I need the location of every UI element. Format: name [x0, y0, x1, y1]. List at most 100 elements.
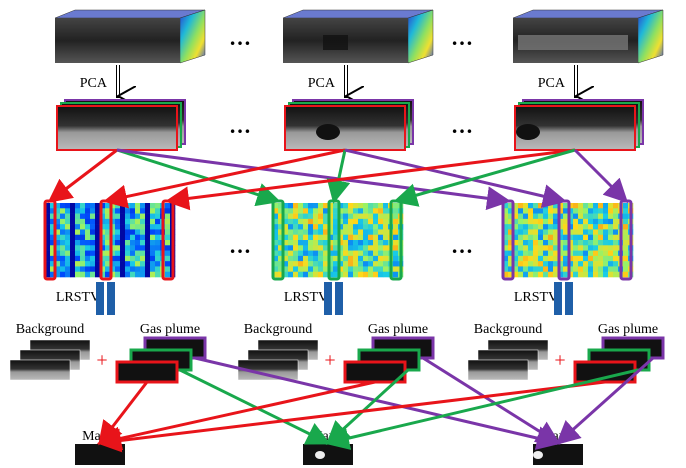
matrix-cell: [313, 240, 318, 246]
ellipsis: …: [229, 233, 251, 258]
matrix-cell: [70, 229, 75, 235]
matrix-cell: [135, 203, 140, 209]
matrix-cell: [135, 219, 140, 225]
matrix-cell: [363, 208, 368, 214]
matrix-cell: [373, 214, 378, 220]
matrix-cell: [543, 219, 548, 225]
matrix-cell: [298, 214, 303, 220]
matrix-cell: [353, 214, 358, 220]
matrix-cell: [125, 240, 130, 246]
matrix-cell: [90, 203, 95, 209]
matrix-cell: [573, 203, 578, 209]
matrix-cell: [353, 245, 358, 251]
matrix-cell: [598, 214, 603, 220]
matrix-cell: [130, 256, 135, 262]
matrix-cell: [593, 240, 598, 246]
matrix-cell: [533, 245, 538, 251]
matrix-cell: [608, 261, 613, 267]
matrix-cell: [518, 251, 523, 257]
matrix-cell: [80, 229, 85, 235]
matrix-cell: [90, 214, 95, 220]
matrix-cell: [383, 251, 388, 257]
matrix-cell: [543, 272, 548, 278]
matrix-cell: [368, 235, 373, 241]
matrix-cell: [368, 261, 373, 267]
matrix-cell: [348, 245, 353, 251]
matrix-cell: [593, 261, 598, 267]
matrix-cell: [548, 235, 553, 241]
matrix-cell: [393, 208, 398, 214]
matrix-cell: [383, 266, 388, 272]
matrix-cell: [130, 251, 135, 257]
matrix-cell: [348, 208, 353, 214]
matrix-cell: [65, 214, 70, 220]
matrix-cell: [318, 214, 323, 220]
matrix-cell: [308, 224, 313, 230]
matrix-cell: [298, 245, 303, 251]
matrix-cell: [298, 208, 303, 214]
matrix-cell: [523, 203, 528, 209]
matrix-cell: [308, 240, 313, 246]
matrix-cell: [348, 266, 353, 272]
matrix-cell: [140, 266, 145, 272]
matrix-cell: [608, 208, 613, 214]
matrix-cell: [135, 266, 140, 272]
matrix-cell: [613, 203, 618, 209]
lrstv-bar: [554, 282, 562, 315]
matrix-cell: [543, 208, 548, 214]
matrix-cell: [145, 256, 150, 262]
matrix-cell: [348, 251, 353, 257]
matrix-cell: [145, 266, 150, 272]
matrix-cell: [363, 203, 368, 209]
matrix-cell: [598, 266, 603, 272]
matrix-cell: [588, 272, 593, 278]
matrix-cell: [383, 229, 388, 235]
matrix-cell: [150, 240, 155, 246]
matrix-cell: [363, 240, 368, 246]
matrix-cell: [548, 251, 553, 257]
matrix-cell: [598, 272, 603, 278]
matrix-cell: [358, 229, 363, 235]
matrix-cell: [150, 251, 155, 257]
matrix-cell: [383, 235, 388, 241]
matrix-cell: [548, 219, 553, 225]
matrix-cell: [593, 208, 598, 214]
matrix-cell: [120, 245, 125, 251]
matrix-cell: [588, 224, 593, 230]
matrix-cell: [393, 256, 398, 262]
matrix-cell: [578, 245, 583, 251]
matrix-cell: [353, 208, 358, 214]
matrix-cell: [358, 272, 363, 278]
matrix-cell: [318, 261, 323, 267]
matrix-cell: [165, 214, 170, 220]
matrix-cell: [538, 251, 543, 257]
matrix-cell: [308, 203, 313, 209]
cube-top: [283, 10, 433, 18]
matrix-cell: [603, 266, 608, 272]
matrix-cell: [578, 208, 583, 214]
pca-label: PCA: [538, 76, 566, 91]
matrix-cell: [518, 240, 523, 246]
matrix-cell: [393, 251, 398, 257]
matrix-cell: [303, 214, 308, 220]
matrix-cell: [145, 214, 150, 220]
matrix-cell: [363, 229, 368, 235]
matrix-cell: [165, 203, 170, 209]
matrix-cell: [543, 240, 548, 246]
matrix-cell: [65, 235, 70, 241]
matrix-cell: [373, 219, 378, 225]
matrix-cell: [603, 224, 608, 230]
matrix-cell: [623, 266, 628, 272]
arrow: [100, 382, 605, 443]
matrix-cell: [150, 235, 155, 241]
matrix-cell: [313, 235, 318, 241]
matrix-cell: [608, 245, 613, 251]
matrix-cell: [90, 245, 95, 251]
matrix-cell: [85, 229, 90, 235]
matrix-cell: [368, 224, 373, 230]
matrix-cell: [155, 261, 160, 267]
matrix-cell: [155, 214, 160, 220]
matrix-cell: [533, 224, 538, 230]
matrix-cell: [353, 240, 358, 246]
background-label: Background: [474, 322, 542, 337]
